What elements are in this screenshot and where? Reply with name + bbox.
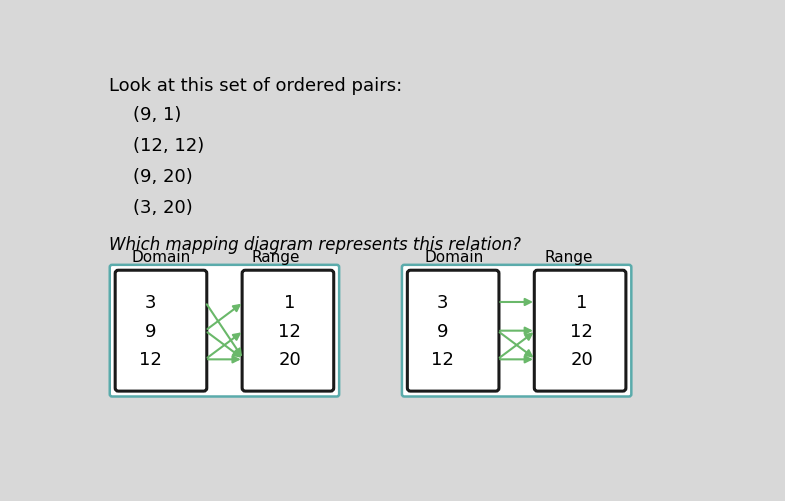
Text: 12: 12 xyxy=(278,322,301,340)
Text: 12: 12 xyxy=(571,322,593,340)
Text: Which mapping diagram represents this relation?: Which mapping diagram represents this re… xyxy=(109,235,521,254)
Text: (3, 20): (3, 20) xyxy=(133,198,193,216)
FancyBboxPatch shape xyxy=(535,271,626,391)
Text: 1: 1 xyxy=(576,294,587,311)
Text: Domain: Domain xyxy=(132,249,191,265)
Text: Range: Range xyxy=(252,249,301,265)
Text: 9: 9 xyxy=(145,322,156,340)
Text: 3: 3 xyxy=(145,294,156,311)
Text: 20: 20 xyxy=(571,351,593,369)
Text: Range: Range xyxy=(544,249,593,265)
Text: (9, 20): (9, 20) xyxy=(133,168,193,186)
Text: 9: 9 xyxy=(437,322,449,340)
Text: 12: 12 xyxy=(432,351,455,369)
FancyBboxPatch shape xyxy=(407,271,499,391)
Text: Look at this set of ordered pairs:: Look at this set of ordered pairs: xyxy=(109,77,402,95)
FancyBboxPatch shape xyxy=(402,266,631,397)
Text: 12: 12 xyxy=(139,351,162,369)
FancyBboxPatch shape xyxy=(110,266,339,397)
Text: 3: 3 xyxy=(437,294,449,311)
Text: (12, 12): (12, 12) xyxy=(133,137,204,155)
FancyBboxPatch shape xyxy=(242,271,334,391)
Text: 1: 1 xyxy=(284,294,295,311)
FancyBboxPatch shape xyxy=(115,271,206,391)
Text: (9, 1): (9, 1) xyxy=(133,106,181,124)
Text: 20: 20 xyxy=(278,351,301,369)
Text: Domain: Domain xyxy=(424,249,484,265)
